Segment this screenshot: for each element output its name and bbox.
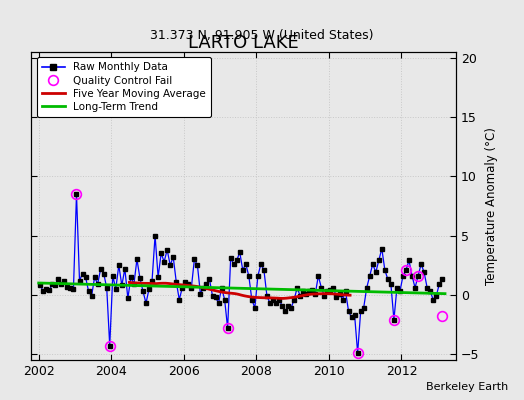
Text: 31.373 N, 91.905 W (United States): 31.373 N, 91.905 W (United States) [150,30,374,42]
Y-axis label: Temperature Anomaly (°C): Temperature Anomaly (°C) [485,127,498,285]
Text: Berkeley Earth: Berkeley Earth [426,382,508,392]
Title: LARTO LAKE: LARTO LAKE [188,34,299,52]
Legend: Raw Monthly Data, Quality Control Fail, Five Year Moving Average, Long-Term Tren: Raw Monthly Data, Quality Control Fail, … [37,57,211,117]
